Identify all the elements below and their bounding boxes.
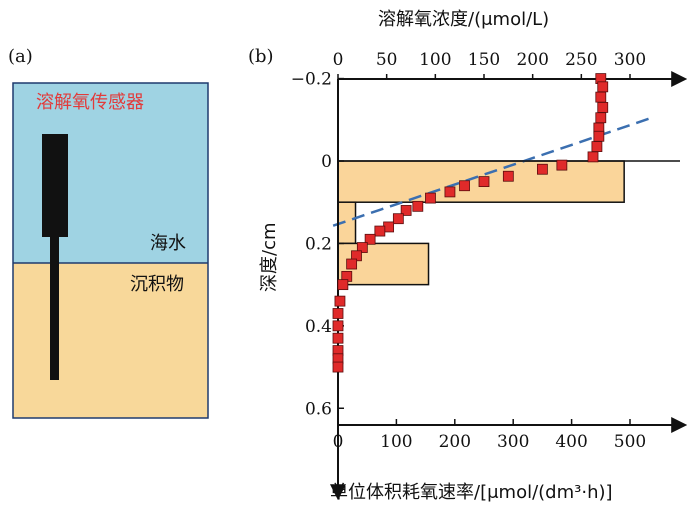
seawater-label: 海水 [150,233,186,254]
profile-point [595,112,607,124]
profile-point [556,159,568,171]
profile-point [332,308,344,319]
sensor-probe [50,237,59,380]
profile-point [425,192,436,204]
top-tick-label: 200 [516,50,548,70]
sediment-region [13,263,208,418]
profile-point [364,233,376,245]
axis-ticks: 0 50 100 150 200 250 300−0.200.20.40.60 100 200 3… [291,50,647,452]
profile-point [593,130,605,142]
profile-point [332,320,344,332]
top-tick-label: 250 [565,50,597,70]
sensor-body [42,134,68,237]
profile-point [591,141,603,152]
profile-point [502,170,514,182]
profile-point [356,242,368,253]
profile-point [332,332,344,344]
profile-point [459,180,470,192]
depth-tick-label: 0.2 [305,234,332,254]
bottom-tick-label: 500 [614,432,646,452]
top-tick-label: 300 [614,50,646,70]
sensor-label: 溶解氧传感器 [36,92,144,113]
bottom-tick-label: 400 [555,432,587,452]
profile-point [595,91,607,103]
top-tick-label: 50 [376,50,398,70]
top-tick-label: 100 [419,50,451,70]
top-axis-label: 溶解氧浓度/(μmol/L) [378,9,549,30]
top-tick-label: 150 [468,50,500,70]
profile-point [334,295,346,307]
profile-point [597,102,609,113]
sediment-label: 沉积物 [130,274,184,295]
depth-tick-label: −0.2 [291,70,332,90]
bottom-tick-label: 0 [333,432,344,452]
profile-point [337,279,349,291]
profile-point [444,186,456,198]
profile-point [587,151,599,163]
profile-point [346,258,358,270]
bottom-tick-label: 100 [380,432,412,452]
profile-point [537,163,548,175]
bottom-axis-label: 单位体积耗氧速率/[μmol/(dm³·h)] [330,482,613,503]
panel-a-label: (a) [8,46,33,67]
top-tick-label: 0 [333,50,344,70]
left-axis-label: 深度/cm [259,223,280,293]
depth-tick-label: 0.4 [305,317,332,337]
bottom-tick-label: 300 [497,432,529,452]
bottom-tick-label: 200 [439,432,471,452]
trend-line [332,117,650,227]
profile-point [374,225,386,237]
depth-tick-label: 0 [321,152,332,172]
profile-point [412,200,424,212]
profile-point [478,176,490,188]
depth-tick-label: 0.6 [305,399,332,419]
oxygen-profile-points [332,73,609,373]
profile-point [392,213,404,225]
profile-point [332,361,344,373]
panel-b-label: (b) [248,46,274,67]
panel-a-diagram: 溶解氧传感器 海水 沉积物 [12,82,209,419]
profile-point [597,81,609,93]
panel-a-border [12,82,209,419]
profile-point [400,205,412,216]
